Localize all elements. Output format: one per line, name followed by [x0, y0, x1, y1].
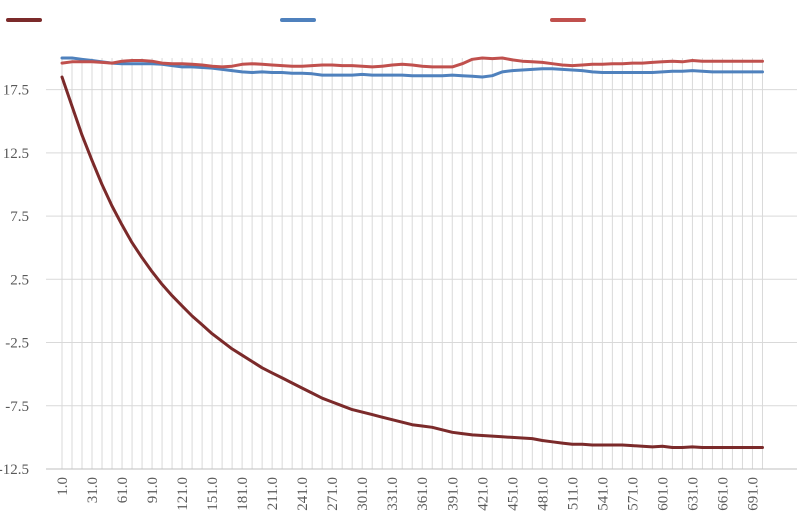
y-tick-label: -2.5 [5, 336, 29, 352]
x-tick-label: 481.0 [535, 477, 551, 511]
x-tick-label: 391.0 [445, 477, 461, 511]
series-line-3 [60, 56, 764, 69]
series-line-1 [60, 75, 764, 449]
x-tick-label: 151.0 [205, 477, 221, 511]
x-tick-label: 211.0 [265, 477, 281, 510]
grid [46, 58, 797, 470]
x-tick-label: 691.0 [745, 477, 761, 511]
x-tick-label: 1.0 [55, 477, 71, 496]
x-axis-ticks: 1.0 31.0 61.0 91.0 121.0 151.0 181.0 211.0 241.0… [55, 477, 761, 511]
y-tick-label: -7.5 [5, 399, 29, 415]
x-tick-label: 451.0 [505, 477, 521, 511]
y-tick-label: 7.5 [10, 209, 29, 225]
y-tick-label: 2.5 [10, 272, 29, 288]
x-tick-label: 421.0 [475, 477, 491, 511]
x-tick-label: 361.0 [415, 477, 431, 511]
x-tick-label: 601.0 [655, 477, 671, 511]
series-line-2 [60, 56, 764, 79]
x-tick-label: 61.0 [115, 477, 131, 503]
x-tick-label: 91.0 [145, 477, 161, 503]
y-tick-label: -12.5 [0, 462, 29, 478]
x-tick-label: 241.0 [295, 477, 311, 511]
y-tick-label: 17.5 [3, 83, 29, 99]
x-tick-label: 631.0 [685, 477, 701, 511]
x-tick-label: 331.0 [385, 477, 401, 511]
x-tick-label: 121.0 [175, 477, 191, 511]
x-tick-label: 661.0 [715, 477, 731, 511]
x-tick-label: 541.0 [595, 477, 611, 511]
x-tick-label: 301.0 [355, 477, 371, 511]
y-axis-ticks: -12.5 -7.5 -2.5 2.5 7.5 12.5 17.5 [0, 83, 29, 478]
series-lines [60, 56, 764, 449]
x-tick-label: 31.0 [85, 477, 101, 503]
x-tick-label: 181.0 [235, 477, 251, 511]
y-tick-label: 12.5 [3, 146, 29, 162]
x-tick-label: 271.0 [325, 477, 341, 511]
x-tick-label: 571.0 [625, 477, 641, 511]
x-tick-label: 511.0 [565, 477, 581, 510]
